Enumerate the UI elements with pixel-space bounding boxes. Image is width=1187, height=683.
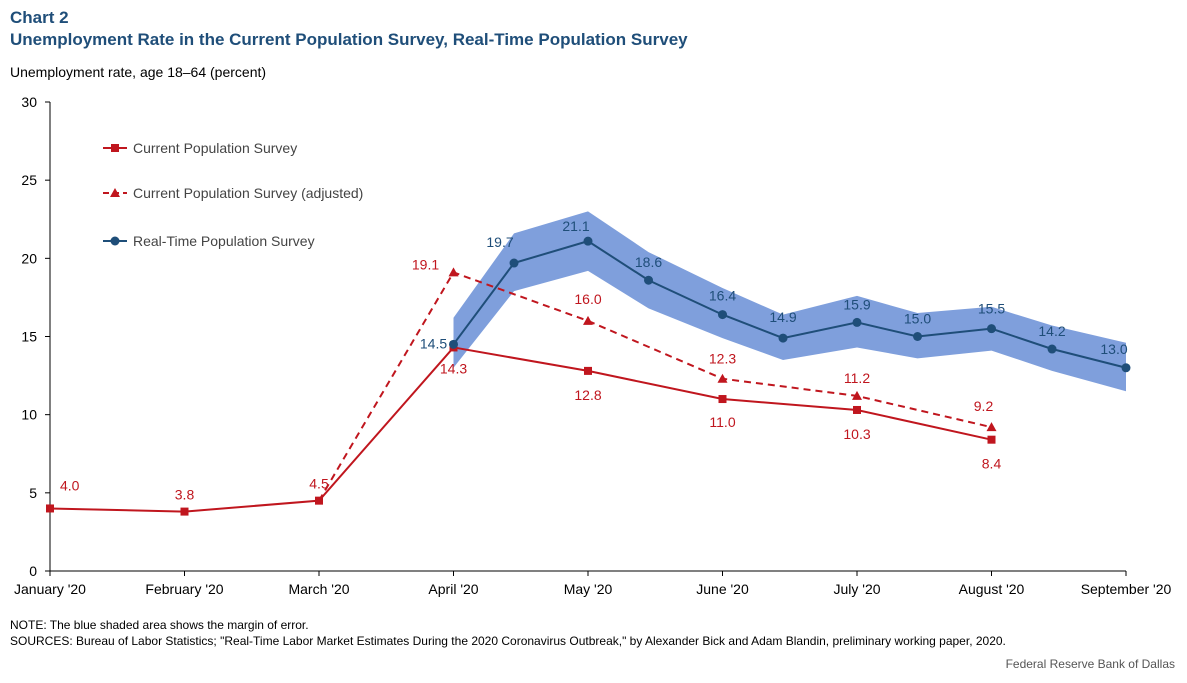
- data-label: 19.7: [486, 234, 513, 250]
- series-2-point: [644, 275, 654, 285]
- data-label: 16.0: [574, 291, 601, 307]
- x-tick-label: February '20: [145, 581, 223, 597]
- data-label: 14.3: [440, 360, 467, 376]
- data-label: 4.5: [309, 476, 329, 492]
- margin-of-error-band: [453, 211, 1126, 392]
- series-0-point: [46, 504, 54, 513]
- data-label: 19.1: [412, 256, 439, 272]
- footnote-note: NOTE: The blue shaded area shows the mar…: [10, 618, 309, 632]
- data-label: 18.6: [635, 254, 662, 270]
- y-tick-label: 0: [29, 563, 37, 579]
- x-tick-label: April '20: [428, 581, 478, 597]
- y-axis-caption: Unemployment rate, age 18–64 (percent): [10, 64, 267, 80]
- series-1-point: [717, 373, 728, 383]
- series-2-point: [509, 258, 519, 268]
- x-tick-label: May '20: [564, 581, 613, 597]
- x-tick-label: September '20: [1081, 581, 1172, 597]
- chart-title: Unemployment Rate in the Current Populat…: [10, 30, 688, 49]
- y-tick-label: 20: [21, 250, 37, 266]
- series-2-point: [913, 332, 923, 341]
- y-tick-label: 5: [29, 485, 37, 501]
- data-label: 3.8: [175, 487, 195, 503]
- series-2-point: [852, 317, 862, 327]
- series-line-1: [318, 271, 992, 502]
- data-label: 16.4: [709, 288, 736, 304]
- series-2-point: [1121, 363, 1131, 373]
- y-tick-label: 30: [21, 94, 37, 110]
- legend-label: Current Population Survey (adjusted): [133, 185, 363, 201]
- data-label: 15.5: [978, 301, 1005, 317]
- data-label: 14.2: [1038, 323, 1065, 339]
- data-label: 10.3: [843, 426, 870, 442]
- series-1-point: [852, 390, 862, 400]
- data-label: 12.8: [574, 387, 601, 403]
- legend-label: Real-Time Population Survey: [133, 233, 315, 249]
- chart-number: Chart 2: [10, 8, 69, 27]
- data-label: 8.4: [982, 456, 1002, 472]
- legend-label: Current Population Survey: [133, 140, 297, 156]
- data-label: 4.0: [60, 477, 80, 493]
- data-label: 14.9: [769, 309, 796, 325]
- x-tick-label: August '20: [959, 581, 1025, 597]
- y-tick-label: 15: [21, 329, 37, 345]
- data-label: 9.2: [974, 398, 994, 414]
- y-tick-label: 10: [21, 407, 37, 423]
- series-2-point: [449, 339, 458, 349]
- series-2-point: [718, 310, 727, 320]
- data-label: 15.9: [843, 296, 870, 312]
- data-label: 14.5: [420, 335, 447, 351]
- series-0-point: [718, 395, 727, 404]
- series-1-point: [583, 315, 593, 325]
- series-line-0: [49, 346, 992, 513]
- series-1-point: [986, 422, 997, 432]
- data-label: 12.3: [709, 351, 736, 367]
- data-label: 11.0: [709, 414, 735, 430]
- legend-marker-0: [111, 144, 119, 152]
- x-tick-label: January '20: [14, 581, 86, 597]
- series-0-point: [180, 507, 189, 516]
- chart-plot-area: 0 5 10 15 20 25 30 January '20 February '20 March…: [14, 94, 1172, 597]
- data-label: 21.1: [562, 218, 589, 234]
- data-label: 15.0: [904, 311, 931, 327]
- series-0-point: [987, 435, 996, 444]
- x-tick-label: June '20: [696, 581, 749, 597]
- x-tick-label: July '20: [833, 581, 880, 597]
- footnote-sources: SOURCES: Bureau of Labor Statistics; "Re…: [10, 634, 1006, 648]
- legend-marker-1: [110, 188, 120, 197]
- legend-marker-2: [110, 236, 120, 246]
- series-2-point: [987, 324, 996, 334]
- series-2-point: [1047, 344, 1057, 354]
- series-1-point: [448, 267, 459, 277]
- data-label: 13.0: [1100, 341, 1127, 357]
- series-2-point: [583, 236, 593, 246]
- series-0-point: [315, 496, 323, 505]
- data-label: 11.2: [844, 370, 870, 386]
- y-tick-label: 25: [21, 172, 37, 188]
- series-2-point: [778, 333, 788, 343]
- x-tick-label: March '20: [288, 581, 349, 597]
- series-0-point: [853, 405, 861, 414]
- series-0-point: [584, 366, 592, 375]
- source-credit: Federal Reserve Bank of Dallas: [1005, 657, 1175, 671]
